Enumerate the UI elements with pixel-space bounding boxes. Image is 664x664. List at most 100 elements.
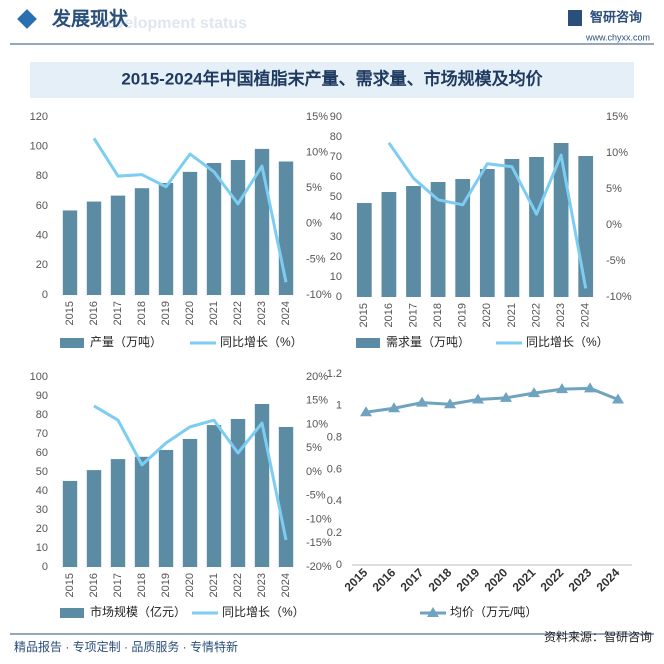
- x-tick-label: 2015: [64, 301, 76, 325]
- y-tick-label: 40: [36, 230, 48, 242]
- bar: [430, 182, 446, 297]
- y2-tick-label: 0%: [606, 219, 622, 231]
- y2-tick-label: -20%: [306, 561, 332, 573]
- x-tick-label: 2017: [407, 303, 419, 327]
- y2-tick-label: -10%: [306, 513, 332, 525]
- x-tick-label: 2016: [88, 301, 100, 325]
- main-title: 2015-2024年中国植脂末产量、需求量、市场规模及均价: [121, 68, 543, 88]
- x-tick-label: 2017: [398, 565, 427, 594]
- x-tick-label: 2018: [426, 565, 455, 594]
- y2-tick-label: 5%: [306, 182, 322, 194]
- x-tick-label: 2019: [457, 303, 469, 327]
- marker: [360, 406, 372, 417]
- y2-tick-label: -5%: [606, 255, 626, 267]
- y-tick-label: 10: [330, 271, 342, 283]
- bar: [110, 195, 126, 295]
- x-tick-label: 2023: [256, 301, 268, 325]
- x-tick-label: 2018: [432, 303, 444, 327]
- y-tick-label: 0: [336, 559, 342, 571]
- x-tick-label: 2020: [482, 565, 511, 594]
- bar: [86, 470, 102, 567]
- y-tick-label: 100: [30, 141, 48, 153]
- x-tick-label: 2020: [184, 301, 196, 325]
- y-tick-label: 20: [36, 523, 48, 535]
- bar: [110, 459, 126, 567]
- y2-tick-label: 0%: [306, 218, 322, 230]
- y-tick-label: 40: [36, 485, 48, 497]
- x-tick-label: 2020: [481, 303, 493, 327]
- x-tick-label: 2023: [555, 303, 567, 327]
- legend-swatch: [60, 338, 84, 348]
- y-tick-label: 50: [36, 466, 48, 478]
- bar: [206, 425, 222, 567]
- y2-tick-label: 10%: [306, 147, 328, 159]
- bar: [158, 183, 174, 295]
- y-tick-label: 80: [36, 170, 48, 182]
- bar: [182, 438, 198, 567]
- bar: [578, 156, 594, 297]
- y-tick-label: 1: [336, 400, 342, 412]
- y2-tick-label: -10%: [606, 291, 632, 303]
- bar: [134, 188, 150, 295]
- marker: [500, 391, 512, 402]
- x-tick-label: 2023: [566, 565, 595, 594]
- line: [93, 404, 288, 541]
- bar: [455, 179, 471, 297]
- header-icon: [17, 9, 37, 29]
- marker: [472, 393, 484, 404]
- x-tick-label: 2022: [538, 565, 567, 594]
- y-tick-label: 0.6: [327, 463, 342, 475]
- y2-tick-label: 10%: [606, 147, 628, 159]
- y2-tick-label: 5%: [606, 183, 622, 195]
- legend-label: 需求量（万吨）: [386, 335, 470, 349]
- header-title: 发展现状: [51, 7, 129, 30]
- x-tick-label: 2024: [280, 573, 292, 597]
- line: [92, 137, 288, 283]
- y-tick-label: 100: [30, 371, 48, 383]
- x-tick-label: 2019: [454, 565, 483, 594]
- line: [365, 386, 619, 414]
- y-tick-label: 0.4: [327, 495, 342, 507]
- x-tick-label: 2021: [208, 573, 220, 597]
- x-tick-label: 2017: [112, 573, 124, 597]
- bar: [529, 157, 544, 297]
- y2-tick-label: 15%: [606, 111, 628, 123]
- legend-label: 同比增长（%）: [222, 605, 305, 619]
- y2-tick-label: -5%: [306, 253, 326, 265]
- bar: [206, 162, 222, 295]
- y-tick-label: 0: [42, 289, 48, 301]
- marker: [584, 382, 596, 393]
- x-tick-label: 2018: [136, 301, 148, 325]
- logo-icon: [568, 10, 582, 26]
- y2-tick-label: 0%: [306, 466, 322, 478]
- y-tick-label: 1.2: [327, 368, 342, 380]
- bar: [86, 201, 102, 295]
- y-tick-label: 70: [36, 428, 48, 440]
- bar: [62, 480, 78, 567]
- x-tick-label: 2017: [112, 301, 124, 325]
- bar: [504, 159, 520, 297]
- y-tick-label: 40: [330, 211, 342, 223]
- y-tick-label: 70: [330, 151, 342, 163]
- x-tick-label: 2021: [208, 301, 220, 325]
- legend-label: 均价（万元/吨）: [450, 605, 537, 619]
- y-tick-label: 30: [36, 504, 48, 516]
- y-tick-label: 120: [30, 111, 48, 123]
- url: www.chyxx.com: [585, 32, 650, 42]
- y-tick-label: 20: [330, 251, 342, 263]
- x-tick-label: 2015: [342, 565, 371, 594]
- y-tick-label: 0: [336, 291, 342, 303]
- y2-tick-label: 20%: [306, 371, 328, 383]
- legend-swatch: [60, 608, 84, 618]
- marker: [612, 393, 624, 404]
- x-tick-label: 2015: [358, 303, 370, 327]
- x-tick-label: 2019: [160, 573, 172, 597]
- y2-tick-label: 15%: [306, 111, 328, 123]
- legend-label: 市场规模（亿元）: [90, 604, 186, 619]
- bar: [356, 203, 372, 297]
- legend-label: 产量（万吨）: [90, 335, 162, 349]
- logo: 智研咨询: [590, 9, 642, 24]
- y-tick-label: 0.8: [327, 432, 342, 444]
- header-subtitle: Development status: [95, 15, 247, 32]
